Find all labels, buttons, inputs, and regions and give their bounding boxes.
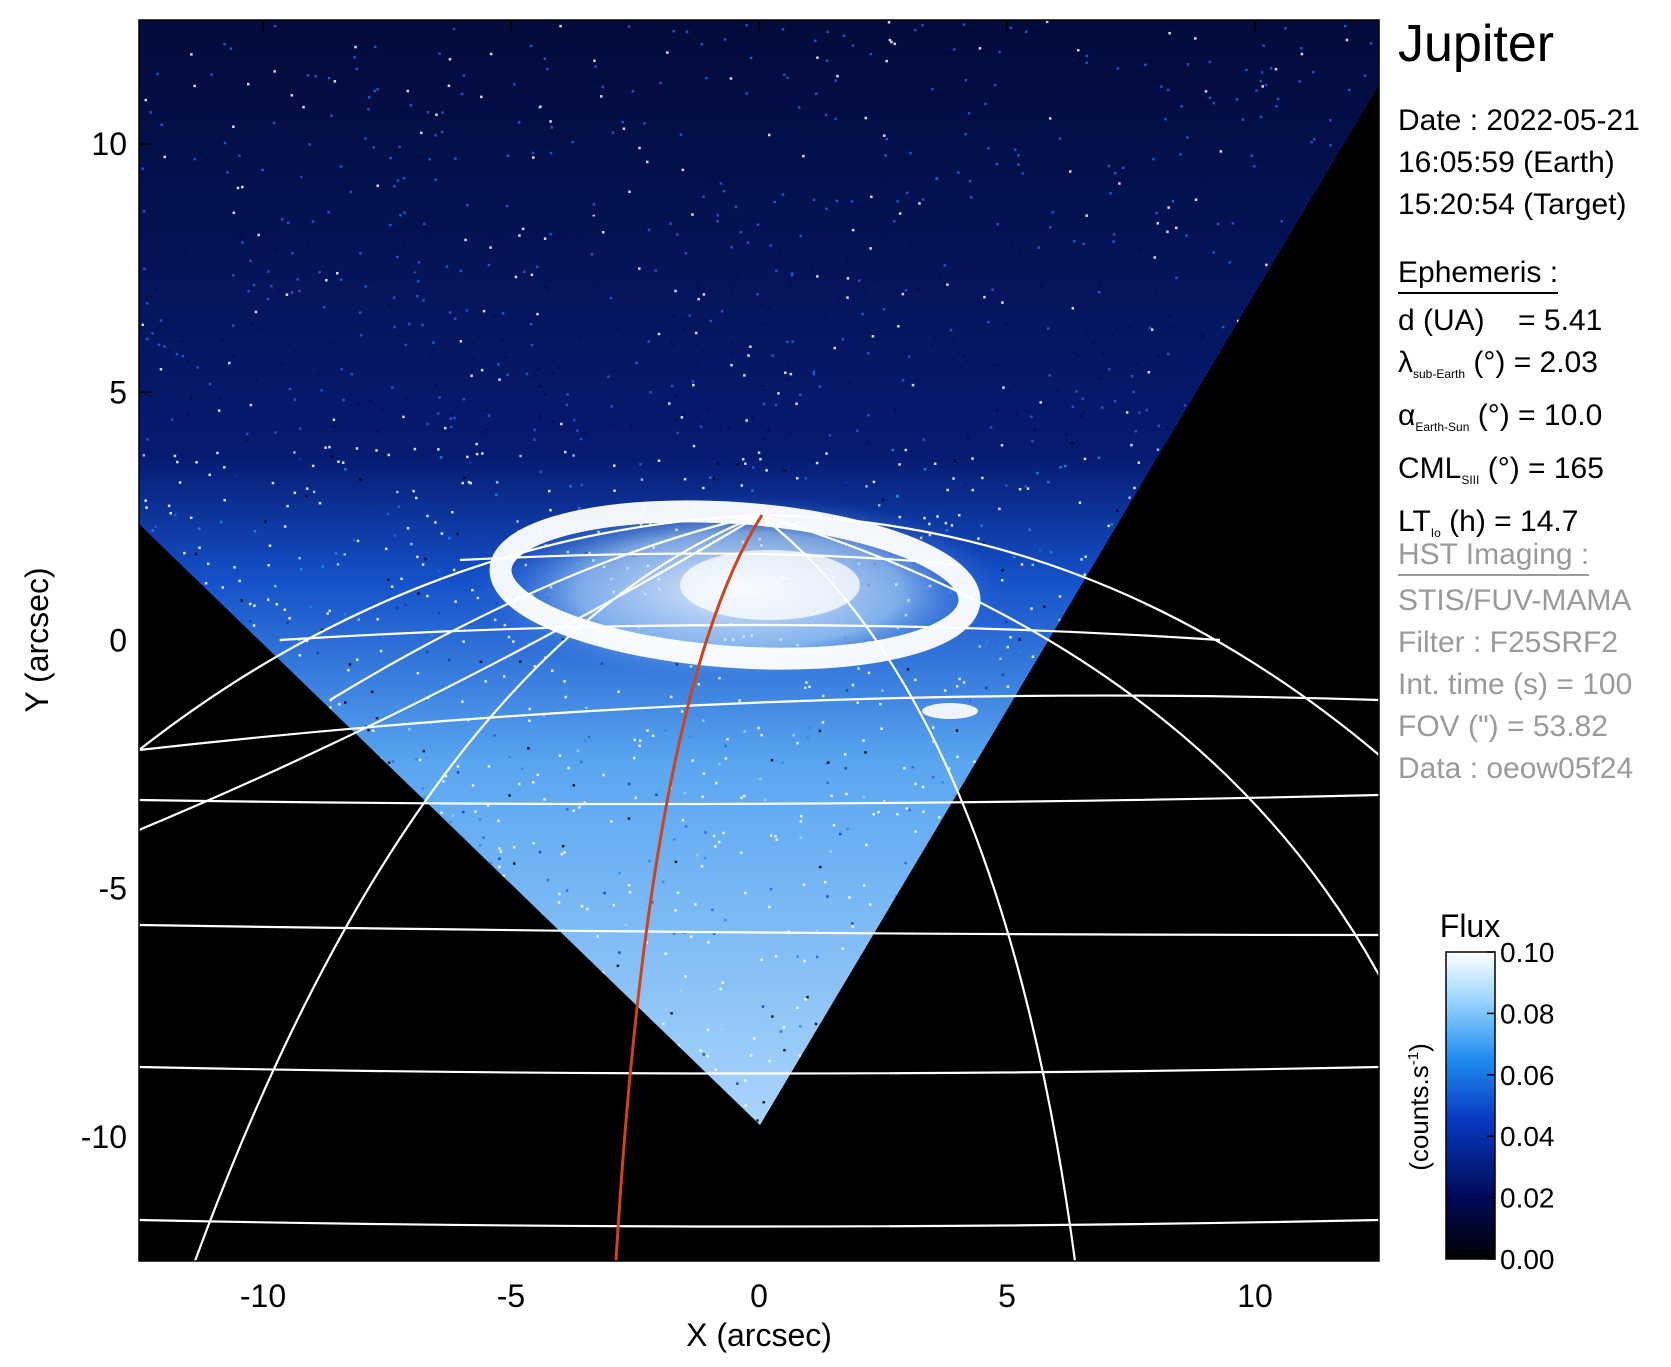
y-tick-label: -5 (99, 871, 127, 907)
integration-time: Int. time (s) = 100 (1398, 668, 1633, 701)
longitude-line (193, 513, 761, 1261)
observation-date: Date : 2022-05-21 (1398, 104, 1640, 137)
y-tick-label: 10 (91, 126, 127, 162)
colorbar (1445, 951, 1496, 1260)
y-tick-label: 5 (109, 374, 127, 410)
colorbar-tick-label: 0.06 (1500, 1060, 1555, 1091)
x-axis-label: X (arcsec) (686, 1317, 832, 1353)
distance-row: d (UA) = 5.41 (1398, 304, 1603, 337)
instrument: STIS/FUV-MAMA (1398, 584, 1632, 617)
latitude-line (139, 793, 1379, 806)
x-tick-label: -5 (497, 1278, 525, 1314)
io-local-time-row: LTIo (h) = 14.7 (1398, 505, 1579, 540)
dataset-id: Data : oeow05f24 (1398, 752, 1634, 785)
earth-time: 16:05:59 (Earth) (1398, 146, 1615, 179)
y-axis-ticks: -10 -5 0 5 10 (81, 126, 1379, 1155)
y-axis-label: Y (arcsec) (19, 567, 55, 712)
x-axis-ticks: -10 -5 0 5 10 (240, 20, 1273, 1314)
y-tick-label: 0 (109, 623, 127, 659)
colorbar-label: (counts.s-1) (1404, 1043, 1434, 1171)
central-meridian-line (614, 514, 764, 1261)
filter: Filter : F25SRF2 (1398, 626, 1619, 659)
cml-row: CMLSIII (°) = 165 (1398, 452, 1604, 487)
colorbar-tick-label: 0.10 (1500, 937, 1555, 968)
target-time: 15:20:54 (Target) (1398, 188, 1627, 221)
y-tick-label: -10 (81, 1119, 127, 1155)
observation-date-block: Date : 2022-05-21 16:05:59 (Earth) 15:20… (1398, 100, 1640, 226)
ephemeris-block: d (UA) = 5.41 λsub-Earth (°) = 2.03 αEar… (1398, 300, 1604, 554)
phase-angle-row: αEarth-Sun (°) = 10.0 (1398, 399, 1603, 434)
colorbar-tick-label: 0.08 (1500, 998, 1555, 1029)
polar-emission (680, 550, 860, 620)
hst-imaging-title: HST Imaging : (1398, 538, 1590, 576)
field-of-view: FOV (") = 53.82 (1398, 710, 1608, 743)
planet-grid (139, 513, 1379, 1261)
longitude-line (759, 514, 1077, 1261)
hst-imaging-block: STIS/FUV-MAMA Filter : F25SRF2 Int. time… (1398, 580, 1633, 790)
target-name: Jupiter (1398, 15, 1555, 73)
latitude-line (139, 1065, 1379, 1075)
latitude-line (279, 623, 1221, 642)
colorbar-tick-label: 0.04 (1500, 1121, 1555, 1152)
longitude-line (139, 514, 761, 832)
io-footprint (922, 703, 978, 719)
latitude-line (139, 1218, 1379, 1228)
x-tick-label: 10 (1237, 1278, 1273, 1314)
colorbar-title: Flux (1440, 908, 1500, 944)
colorbar-ticks: 0.00 0.02 0.04 0.06 0.08 0.10 (1487, 937, 1555, 1275)
x-tick-label: -10 (240, 1278, 286, 1314)
longitude-line (329, 513, 761, 701)
auroral-oval (489, 500, 981, 670)
longitude-line (759, 513, 1379, 976)
latitude-line (139, 923, 1379, 937)
x-tick-label: 5 (998, 1278, 1016, 1314)
latitude-line (139, 694, 1379, 752)
x-tick-label: 0 (750, 1278, 768, 1314)
latitude-line (459, 552, 961, 567)
ephemeris-title: Ephemeris : (1398, 256, 1559, 294)
colorbar-tick-label: 0.00 (1500, 1244, 1555, 1275)
sub-earth-latitude-row: λsub-Earth (°) = 2.03 (1398, 346, 1598, 381)
colorbar-tick-label: 0.02 (1500, 1183, 1555, 1214)
